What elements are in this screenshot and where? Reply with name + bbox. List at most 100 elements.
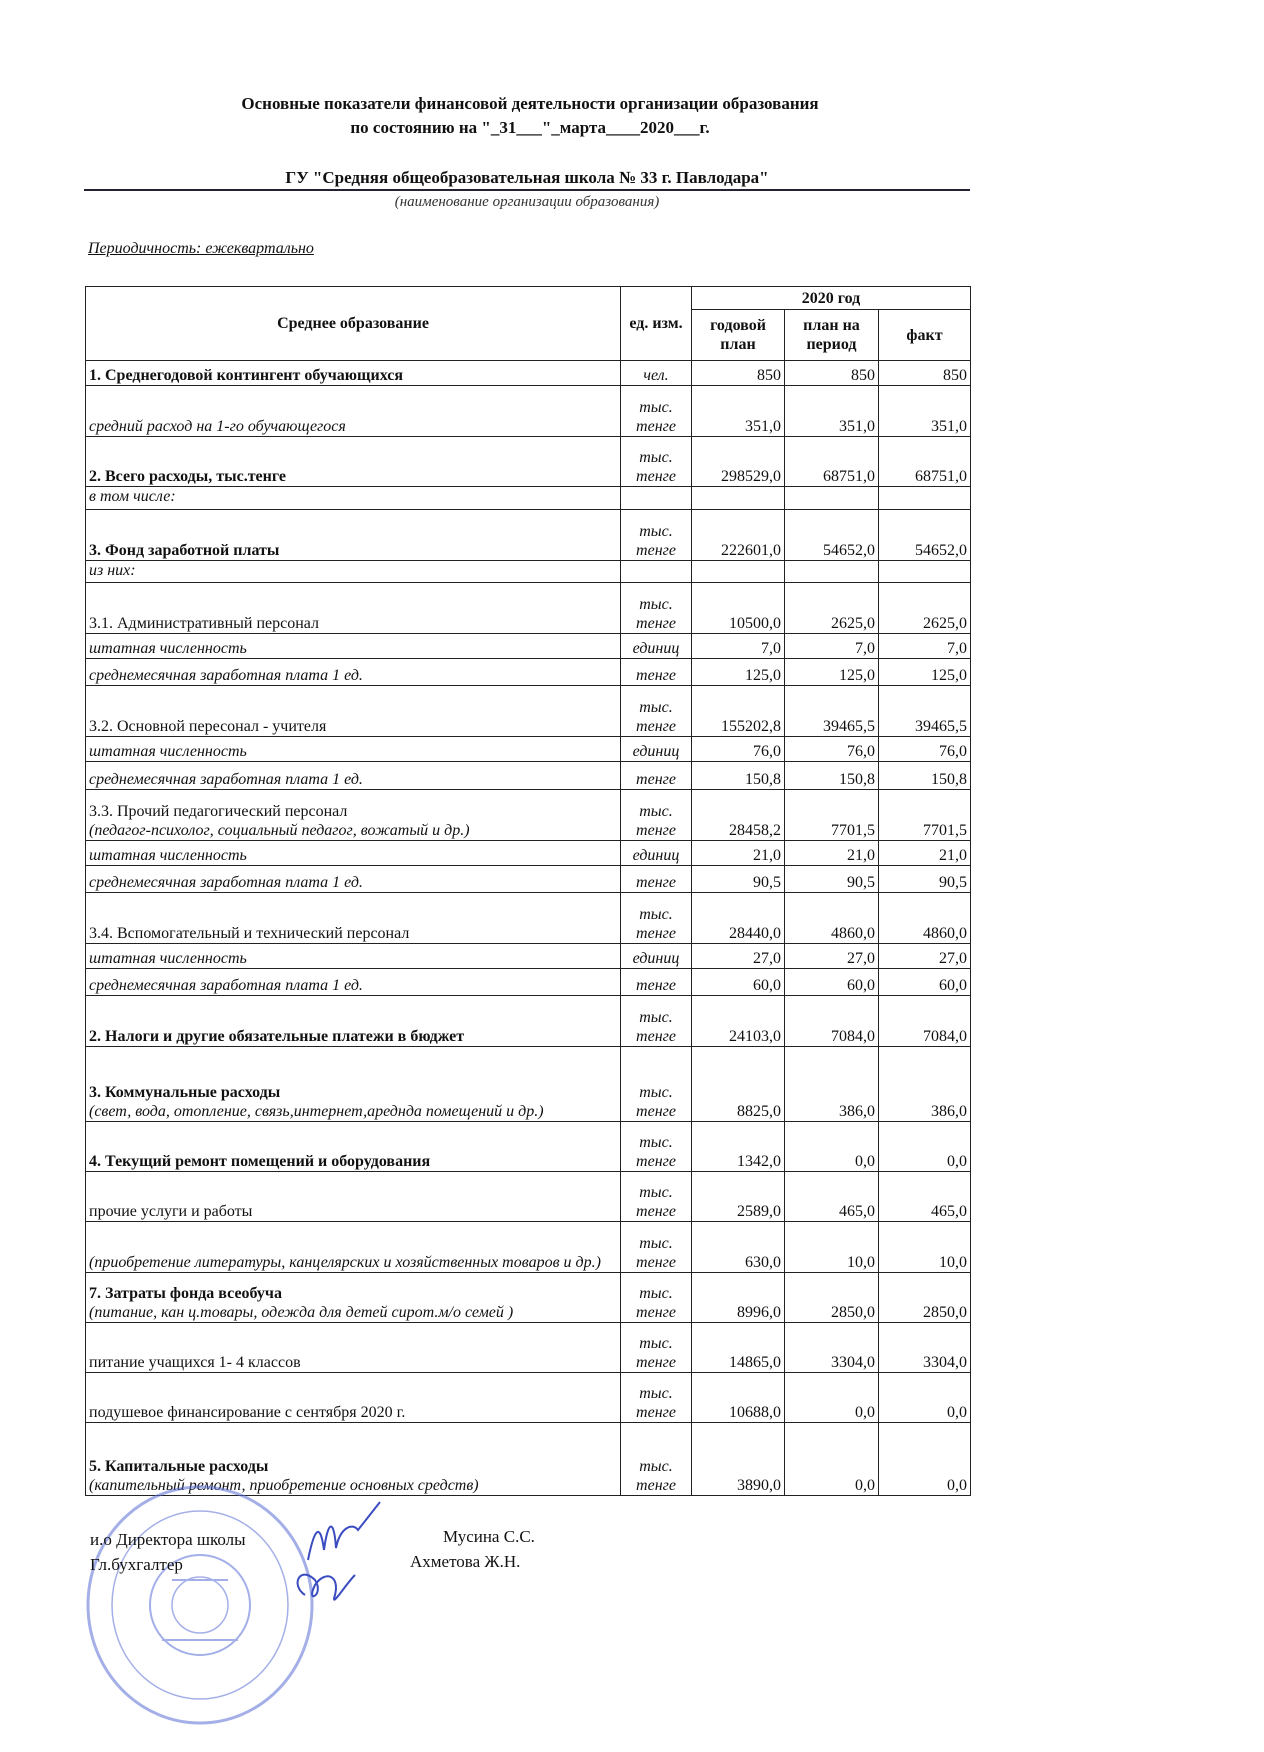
row-label-cell: 2. Налоги и другие обязательные платежи … xyxy=(85,995,621,1047)
row-period: 54652,0 xyxy=(784,509,879,561)
row-unit: тыс. тенге xyxy=(620,436,692,487)
financial-table: Среднее образование ед. изм. 2020 год го… xyxy=(85,286,972,1496)
row-period: 7084,0 xyxy=(784,995,879,1047)
header-fact: факт xyxy=(877,309,972,361)
accountant-signature xyxy=(296,1573,356,1601)
row-label-cell: 3.2. Основной пересонал - учителя xyxy=(85,685,621,737)
table-row: 3.3. Прочий педагогический персонал (педа… xyxy=(85,789,972,841)
row-label-cell: штатная численность xyxy=(85,840,621,866)
row-unit: тыс. тенге xyxy=(620,582,692,634)
row-fact: 21,0 xyxy=(877,840,972,866)
table-row: среднемесячная заработная плата 1 ед. тен… xyxy=(85,968,972,996)
row-period: 7,0 xyxy=(784,633,879,659)
table-row: среднемесячная заработная плата 1 ед. тен… xyxy=(85,658,972,686)
row-fact: 0,0 xyxy=(877,1422,972,1496)
row-period: 850 xyxy=(784,360,879,386)
row-annual: 1342,0 xyxy=(691,1121,785,1172)
row-label-cell: среднемесячная заработная плата 1 ед. xyxy=(85,658,621,686)
row-label-cell: 3. Фонд заработной платы xyxy=(85,509,621,561)
row-period: 68751,0 xyxy=(784,436,879,487)
header-section: Среднее образование xyxy=(85,286,621,361)
row-label-cell: в том числе: xyxy=(85,486,621,510)
row-unit: тыс. тенге xyxy=(620,685,692,737)
row-fact: 10,0 xyxy=(877,1221,972,1273)
row-period: 10,0 xyxy=(784,1221,879,1273)
row-annual: 298529,0 xyxy=(691,436,785,487)
director-name: Мусина С.С. xyxy=(443,1527,535,1546)
row-label: подушевое финансирование с сентября 2020… xyxy=(89,1404,406,1421)
row-label-cell: штатная численность xyxy=(85,736,621,762)
row-period: 60,0 xyxy=(784,968,879,996)
row-period: 386,0 xyxy=(784,1046,879,1122)
table-row: из них: xyxy=(85,560,972,583)
row-annual xyxy=(691,486,785,510)
table-row: штатная численность единиц 7,0 7,0 7,0 xyxy=(85,633,972,659)
row-unit: тыс. тенге xyxy=(620,1171,692,1222)
row-label: среднемесячная заработная плата 1 ед. xyxy=(89,667,363,684)
row-unit: тыс. тенге xyxy=(620,1221,692,1273)
row-label: в том числе: xyxy=(89,488,176,505)
document-date: по состоянию на "_31___"_марта____2020__… xyxy=(350,118,710,137)
row-annual: 90,5 xyxy=(691,865,785,893)
row-fact: 125,0 xyxy=(877,658,972,686)
row-fact: 3304,0 xyxy=(877,1322,972,1373)
row-label: штатная численность xyxy=(89,640,247,657)
row-fact xyxy=(877,560,972,583)
row-label: 2. Налоги и другие обязательные платежи … xyxy=(89,1028,465,1045)
row-label: 3. Фонд заработной платы xyxy=(89,542,280,559)
row-fact: 54652,0 xyxy=(877,509,972,561)
row-label-cell: среднемесячная заработная плата 1 ед. xyxy=(85,761,621,790)
row-label: 3.1. Административный персонал xyxy=(89,615,320,632)
row-unit xyxy=(620,486,692,510)
organization-name: ГУ "Средняя общеобразовательная школа № … xyxy=(84,168,970,191)
row-annual: 24103,0 xyxy=(691,995,785,1047)
row-fact: 39465,5 xyxy=(877,685,972,737)
row-unit: тенге xyxy=(620,968,692,996)
row-annual: 850 xyxy=(691,360,785,386)
row-period: 76,0 xyxy=(784,736,879,762)
row-annual: 76,0 xyxy=(691,736,785,762)
row-period: 2625,0 xyxy=(784,582,879,634)
row-annual: 222601,0 xyxy=(691,509,785,561)
row-period xyxy=(784,486,879,510)
row-fact: 351,0 xyxy=(877,385,972,437)
table-row: 2. Всего расходы, тыс.тенге тыс. тенге 298… xyxy=(85,436,972,487)
row-period: 125,0 xyxy=(784,658,879,686)
table-row: в том числе: xyxy=(85,486,972,510)
table-row: (приобретение литературы, канцелярских и… xyxy=(85,1221,972,1273)
row-label-cell: 2. Всего расходы, тыс.тенге xyxy=(85,436,621,487)
table-row: 3. Фонд заработной платы тыс. тенге 222601… xyxy=(85,509,972,561)
row-period: 0,0 xyxy=(784,1372,879,1423)
row-label-cell: штатная численность xyxy=(85,943,621,969)
accountant-role: Гл.бухгалтер xyxy=(90,1555,183,1574)
row-label: 4. Текущий ремонт помещений и оборудован… xyxy=(89,1153,431,1170)
row-fact: 7,0 xyxy=(877,633,972,659)
row-fact: 7084,0 xyxy=(877,995,972,1047)
header-year: 2020 год xyxy=(690,286,972,310)
row-fact xyxy=(877,486,972,510)
row-label-cell: 3. Коммунальные расходы (свет, вода, отоп… xyxy=(85,1046,621,1122)
row-unit: тыс. тенге xyxy=(620,892,692,944)
row-sublabel: (капительный ремонт, приобретение основн… xyxy=(89,1477,479,1494)
row-unit: тыс. тенге xyxy=(620,1121,692,1172)
row-annual: 10500,0 xyxy=(691,582,785,634)
row-fact: 0,0 xyxy=(877,1121,972,1172)
director-signature xyxy=(307,1501,381,1561)
header-unit: ед. изм. xyxy=(620,286,692,361)
row-sublabel: (питание, кан ц.товары, одежда для детей… xyxy=(89,1304,514,1321)
row-label: прочие услуги и работы xyxy=(89,1203,253,1220)
row-label-cell: 3.4. Вспомогательный и технический персо… xyxy=(85,892,621,944)
row-unit: единиц xyxy=(620,736,692,762)
row-fact: 0,0 xyxy=(877,1372,972,1423)
periodicity: Периодичность: ежеквартально xyxy=(88,240,314,257)
table-row: 3.1. Административный персонал тыс. тенге… xyxy=(85,582,972,634)
row-unit: тыс. тенге xyxy=(620,1372,692,1423)
table-row: питание учащихся 1- 4 классов тыс. тенге 1… xyxy=(85,1322,972,1373)
row-annual: 28458,2 xyxy=(691,789,785,841)
row-period xyxy=(784,560,879,583)
row-unit: единиц xyxy=(620,633,692,659)
row-annual: 125,0 xyxy=(691,658,785,686)
row-label: 5. Капитальные расходы xyxy=(89,1458,269,1475)
table-row: 1. Среднегодовой контингент обучающихся ч… xyxy=(85,360,972,386)
row-fact: 27,0 xyxy=(877,943,972,969)
